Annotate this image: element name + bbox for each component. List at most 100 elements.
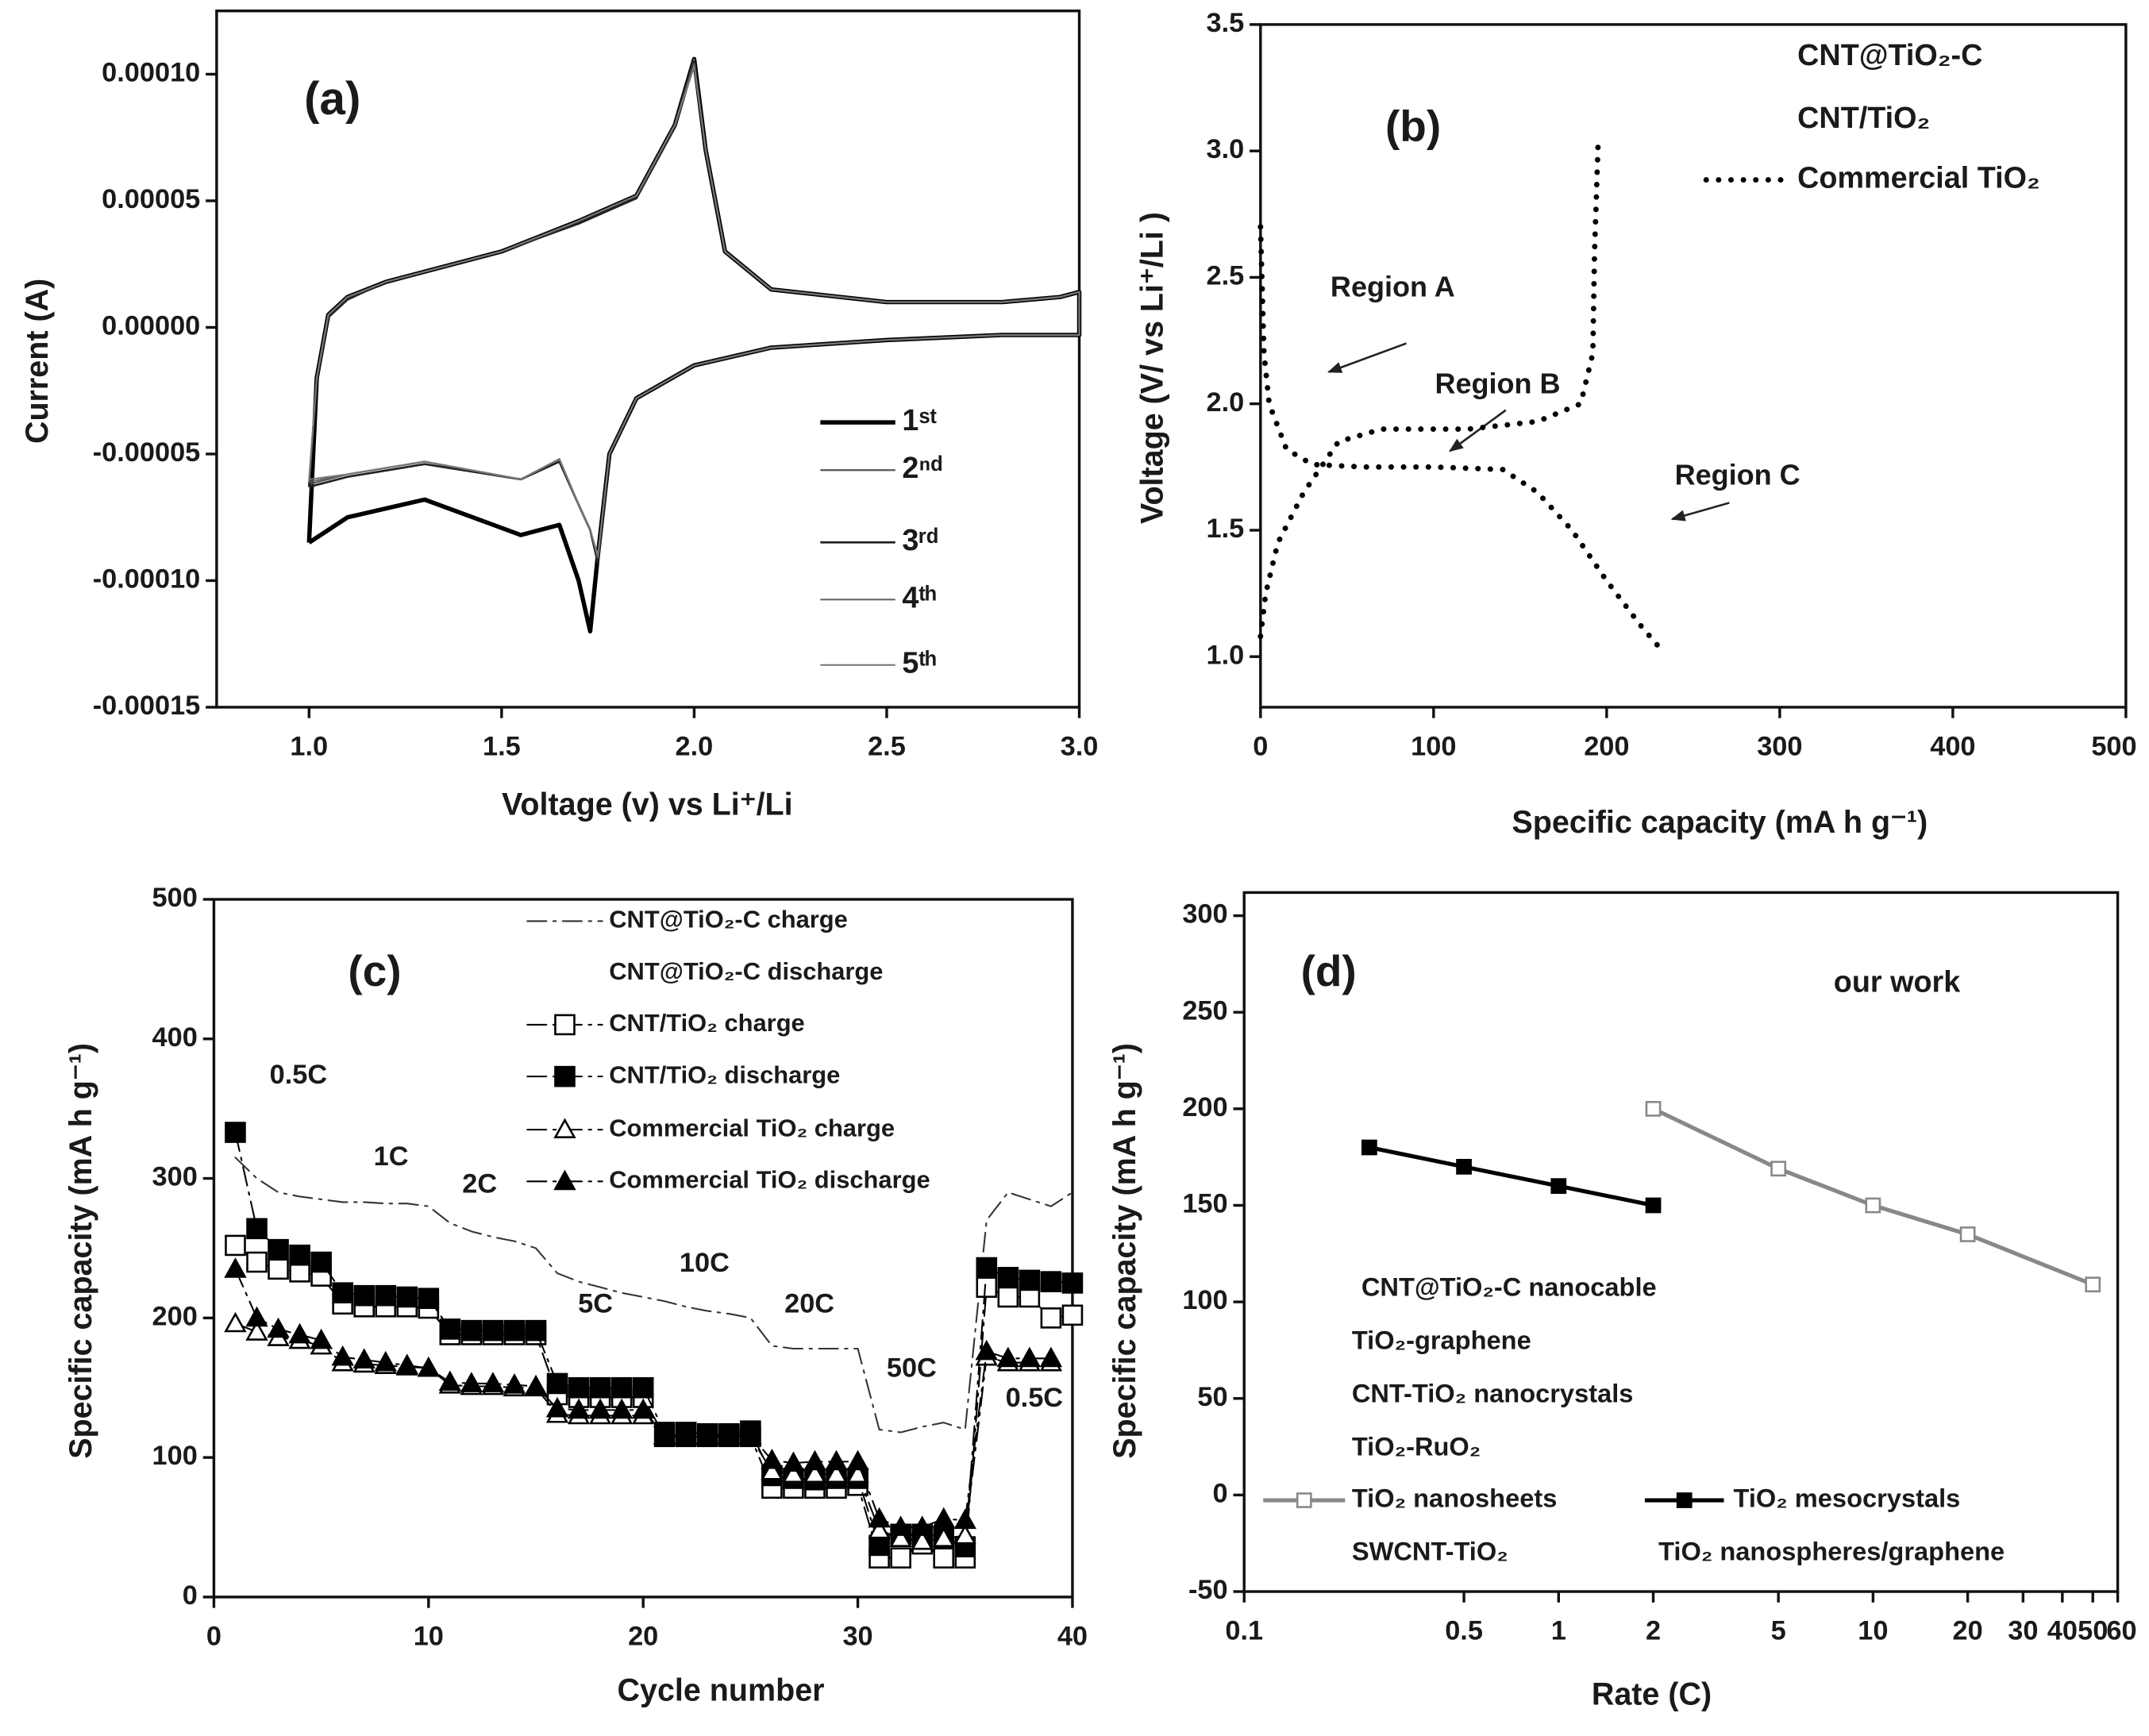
data-point [460, 1319, 483, 1341]
y-tick-label: 2.0 [1206, 387, 1244, 418]
data-point [503, 1373, 526, 1394]
series-line [1369, 1145, 1654, 1208]
y-tick-label: 500 [152, 883, 198, 913]
x-tick-label: 0 [206, 1621, 221, 1651]
x-axis-label: Cycle number [618, 1672, 825, 1707]
legend-label: 5ᵗʰ [902, 647, 936, 680]
data-point [245, 1320, 268, 1341]
x-tick-label: 5 [1771, 1616, 1786, 1646]
legend-label: 4ᵗʰ [902, 581, 936, 614]
legend-label: TiO₂-RuO₂ [1352, 1431, 1481, 1461]
background [9, 0, 2140, 1736]
data-point [976, 1257, 998, 1279]
data-point [332, 1282, 353, 1303]
data-point [224, 1257, 247, 1278]
data-point [588, 1398, 612, 1419]
y-tick-label: 200 [152, 1301, 198, 1331]
data-point [268, 1238, 289, 1261]
x-tick-label: 20 [628, 1621, 658, 1651]
data-point [1061, 1304, 1084, 1326]
legend-label: CNT@TiO₂-C charge [609, 906, 848, 933]
legend-label: CNT/TiO₂ discharge [609, 1060, 840, 1088]
y-tick-label: -0.00005 [93, 437, 201, 468]
y-tick-label: 1.5 [1206, 514, 1244, 544]
data-point [353, 1284, 375, 1307]
annotation: Region C [1675, 458, 1800, 491]
legend-label: Commercial TiO₂ charge [609, 1114, 895, 1141]
plot-frame [1242, 891, 2120, 1593]
legend-label: TiO₂ nanospheres/graphene [1658, 1537, 2005, 1566]
data-point [1770, 1161, 1787, 1177]
legend-label: SWCNT-TiO₂ [1352, 1537, 1508, 1566]
data-point [1456, 1158, 1472, 1175]
legend-label: CNT@TiO₂-C nanocable [1361, 1272, 1657, 1302]
legend-label: Commercial TiO₂ [1797, 162, 2040, 195]
x-tick-label: 100 [1411, 731, 1456, 761]
y-axis-label: Specific capacity (mA h g⁻¹) [1107, 1043, 1142, 1459]
data-point [567, 1398, 591, 1419]
x-tick-label: 2 [1646, 1616, 1661, 1646]
y-tick-label: 300 [1182, 899, 1227, 930]
y-axis-label: Voltage (V/ vs Li⁺/Li ) [1134, 212, 1169, 524]
data-point [976, 1276, 998, 1298]
data-point [482, 1319, 504, 1341]
y-tick-label: -0.00015 [93, 691, 201, 721]
data-point [1019, 1269, 1041, 1291]
data-point [395, 1353, 418, 1375]
x-tick-label: 500 [2091, 731, 2136, 761]
data-point [846, 1449, 869, 1471]
y-tick-label: 400 [152, 1022, 198, 1053]
data-point [589, 1376, 611, 1399]
legend-marker [553, 1118, 576, 1138]
x-axis-label: Rate (C) [1592, 1677, 1712, 1712]
data-point [997, 1267, 1019, 1288]
data-point [761, 1460, 784, 1480]
data-point [610, 1398, 634, 1419]
y-tick-label: 300 [152, 1162, 198, 1192]
data-point [868, 1507, 891, 1528]
data-point [460, 1372, 483, 1392]
x-tick-label: 1.5 [483, 731, 521, 761]
legend-label: Commercial TiO₂ discharge [609, 1165, 930, 1193]
legend-label: TiO₂ nanosheets [1352, 1484, 1558, 1513]
data-point [225, 1122, 246, 1143]
y-tick-label: 0 [1213, 1478, 1228, 1508]
data-point [932, 1507, 955, 1528]
x-tick-label: 300 [1757, 731, 1802, 761]
x-axis-label: Voltage (v) vs Li⁺/Li [502, 787, 793, 822]
x-tick-label: 40 [2047, 1616, 2078, 1646]
series-line [234, 1157, 1073, 1434]
legend-label: TiO₂ mesocrystals [1733, 1484, 1960, 1513]
legend-marker [554, 1014, 576, 1036]
x-tick-label: 10 [1858, 1616, 1888, 1646]
annotation: 50C [887, 1353, 937, 1383]
data-point [632, 1376, 654, 1399]
x-tick-label: 60 [2106, 1616, 2136, 1646]
data-point [224, 1311, 247, 1333]
data-point [246, 1251, 268, 1273]
y-tick-label: 0.00010 [102, 58, 200, 88]
data-point [1645, 1197, 1662, 1214]
data-point [1039, 1346, 1063, 1368]
data-point [524, 1374, 548, 1395]
data-point [267, 1317, 290, 1338]
data-point [1865, 1197, 1881, 1214]
legend-label: 1ˢᵗ [902, 404, 937, 437]
data-point [1959, 1226, 1976, 1242]
data-point [782, 1462, 805, 1484]
data-point [545, 1396, 569, 1418]
data-point [503, 1319, 526, 1341]
legend-marker [553, 1169, 576, 1191]
arrow [1327, 342, 1407, 373]
data-point [546, 1372, 568, 1395]
y-tick-label: 1.0 [1206, 640, 1244, 670]
data-point [631, 1398, 655, 1419]
x-tick-label: 0.1 [1225, 1616, 1263, 1646]
data-point [889, 1515, 912, 1536]
x-tick-label: 30 [2008, 1616, 2038, 1646]
data-point [225, 1234, 246, 1257]
data-point [933, 1547, 955, 1569]
data-point [932, 1526, 955, 1547]
